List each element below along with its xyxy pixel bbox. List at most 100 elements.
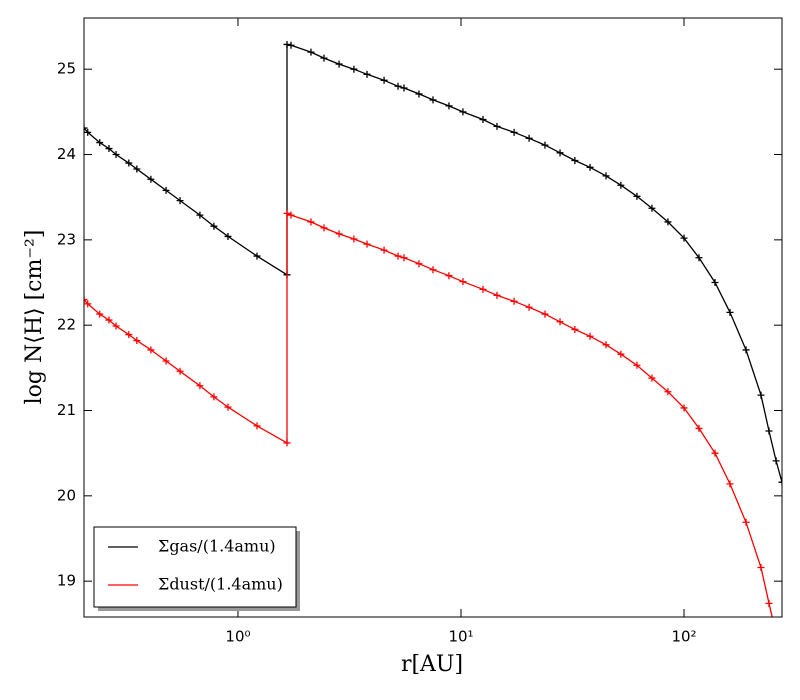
y-tick-label: 19: [57, 572, 76, 590]
x-tick-label: 10⁰: [225, 628, 250, 646]
point-marker: [445, 272, 453, 280]
point-marker: [742, 518, 750, 526]
point-marker: [147, 175, 155, 183]
point-marker: [772, 457, 780, 465]
point-marker: [556, 318, 564, 326]
point-marker: [112, 151, 120, 159]
point-marker: [283, 40, 291, 48]
point-marker: [363, 70, 371, 78]
point-marker: [105, 316, 113, 324]
point-marker: [84, 124, 88, 132]
point-marker: [617, 181, 625, 189]
point-marker: [757, 564, 765, 572]
point-marker: [602, 341, 610, 349]
point-marker: [400, 84, 408, 92]
point-marker: [96, 310, 104, 318]
point-marker: [105, 145, 113, 153]
point-marker: [380, 246, 388, 254]
point-marker: [541, 310, 549, 318]
point-marker: [307, 48, 315, 56]
point-marker: [84, 300, 92, 308]
plot-frame: [83, 17, 783, 618]
point-marker: [664, 388, 672, 396]
point-marker: [765, 427, 773, 435]
point-marker: [415, 90, 423, 98]
point-marker: [664, 218, 672, 226]
point-marker: [617, 350, 625, 358]
point-marker: [147, 346, 155, 354]
point-marker: [350, 235, 358, 243]
point-marker: [510, 128, 518, 136]
point-marker: [586, 332, 594, 340]
point-marker: [380, 76, 388, 84]
point-marker: [176, 367, 184, 375]
point-marker: [363, 240, 371, 248]
point-marker: [479, 116, 487, 124]
point-marker: [711, 449, 719, 457]
point-marker: [224, 232, 232, 240]
point-marker: [429, 266, 437, 274]
point-marker: [525, 134, 533, 142]
point-marker: [648, 204, 656, 212]
point-marker: [320, 54, 328, 62]
point-marker: [196, 382, 204, 390]
point-marker: [510, 297, 518, 305]
y-axis-label: log N⟨H⟩ [cm⁻²]: [22, 230, 47, 405]
point-marker: [133, 165, 141, 173]
x-tick-label: 10¹: [448, 628, 473, 646]
plot-area: [84, 40, 782, 617]
point-marker: [633, 192, 641, 200]
point-marker: [633, 361, 641, 369]
point-marker: [307, 218, 315, 226]
point-marker: [125, 331, 133, 339]
legend-box: [93, 526, 297, 608]
x-tick-label: 10²: [671, 628, 696, 646]
point-marker: [287, 211, 295, 219]
point-marker: [350, 65, 358, 73]
point-marker: [196, 211, 204, 219]
point-marker: [571, 156, 579, 164]
point-marker: [176, 197, 184, 205]
point-marker: [394, 252, 402, 260]
point-marker: [726, 308, 734, 316]
point-marker: [84, 296, 88, 304]
point-marker: [224, 403, 232, 411]
point-marker: [210, 393, 218, 401]
point-marker: [253, 422, 261, 430]
y-tick-label: 21: [57, 401, 76, 419]
y-tick-label: 25: [57, 60, 76, 78]
x-axis-label: r[AU]: [401, 652, 463, 677]
point-marker: [556, 149, 564, 157]
point-marker: [415, 260, 423, 268]
point-marker: [283, 439, 291, 447]
point-marker: [778, 478, 782, 486]
point-marker: [571, 325, 579, 333]
point-marker: [493, 122, 501, 130]
point-marker: [112, 322, 120, 330]
point-marker: [459, 108, 467, 116]
point-marker: [680, 234, 688, 242]
legend-label: Σdust/(1.4amu): [158, 575, 283, 594]
point-marker: [711, 279, 719, 287]
point-marker: [757, 391, 765, 399]
point-marker: [525, 303, 533, 311]
point-marker: [479, 285, 487, 293]
point-marker: [394, 82, 402, 90]
point-marker: [335, 230, 343, 238]
point-marker: [541, 141, 549, 149]
point-marker: [695, 254, 703, 262]
point-marker: [162, 186, 170, 194]
point-marker: [287, 41, 295, 49]
point-marker: [162, 357, 170, 365]
point-marker: [96, 139, 104, 147]
y-tick-label: 24: [57, 145, 76, 163]
point-marker: [695, 424, 703, 432]
point-marker: [210, 222, 218, 230]
point-marker: [445, 102, 453, 110]
point-marker: [335, 60, 343, 68]
point-marker: [726, 480, 734, 488]
legend-label: Σgas/(1.4amu): [158, 537, 276, 556]
point-marker: [320, 224, 328, 232]
